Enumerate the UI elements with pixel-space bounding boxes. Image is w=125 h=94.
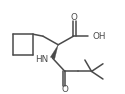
Text: HN: HN [36, 55, 49, 64]
Text: O: O [70, 13, 77, 22]
Text: O: O [62, 85, 68, 94]
Polygon shape [50, 45, 58, 59]
Text: OH: OH [92, 32, 106, 41]
